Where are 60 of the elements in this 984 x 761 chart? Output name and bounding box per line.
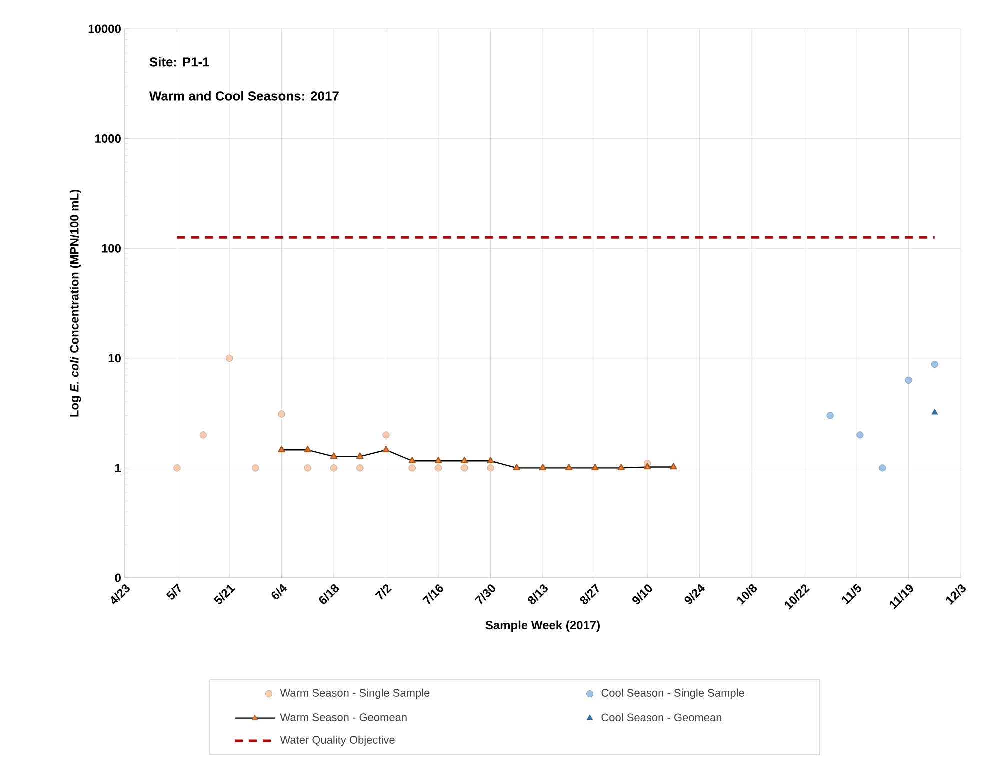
x-axis-title: Sample Week (2017) xyxy=(486,620,600,632)
point xyxy=(932,409,938,415)
y-tick-label: 1000 xyxy=(96,134,121,144)
point xyxy=(330,464,338,472)
y-tick-label: 0 xyxy=(115,574,121,582)
x-tick-label: 5/21 xyxy=(214,584,236,604)
x-tick-label: 9/10 xyxy=(632,584,652,604)
annotation: Site: P1-1 xyxy=(150,57,210,67)
point xyxy=(513,464,521,471)
point xyxy=(408,457,416,464)
x-tick-label: 4/23 xyxy=(111,584,130,604)
point xyxy=(435,464,442,472)
point xyxy=(278,446,286,453)
legend-label: Water Quality Objective xyxy=(280,736,395,746)
point xyxy=(670,463,678,470)
x-tick-label: 6/4 xyxy=(272,584,288,600)
y-axis-title: Log E. coli Concentration (MPN/100 mL) xyxy=(70,190,82,417)
point xyxy=(644,463,652,470)
point xyxy=(461,457,468,464)
point xyxy=(618,464,626,471)
legend-label: Warm Season - Single Sample xyxy=(280,688,430,700)
point xyxy=(826,412,834,420)
point xyxy=(382,432,390,439)
point xyxy=(330,452,338,460)
x-tick-label: 7/30 xyxy=(474,584,496,604)
x-tick-label: 7/2 xyxy=(375,584,392,600)
point xyxy=(304,446,312,453)
point xyxy=(382,446,390,453)
point xyxy=(905,376,912,384)
point xyxy=(200,432,207,439)
y-tick-label: 100 xyxy=(102,244,121,253)
point xyxy=(278,410,286,418)
legend-label: Cool Season - Single Sample xyxy=(602,688,744,700)
point xyxy=(434,457,442,464)
point xyxy=(592,464,599,471)
point xyxy=(856,432,864,439)
point xyxy=(461,464,468,472)
point xyxy=(356,464,364,472)
x-tick-label: 8/13 xyxy=(528,584,548,604)
point xyxy=(408,464,416,472)
point xyxy=(566,464,573,471)
point xyxy=(931,360,938,368)
point xyxy=(304,464,312,472)
point xyxy=(487,457,494,464)
point xyxy=(539,464,547,471)
point xyxy=(226,354,234,362)
annotation: Warm and Cool Seasons: 2017 xyxy=(149,91,339,101)
point xyxy=(487,464,494,472)
point xyxy=(879,464,886,472)
point xyxy=(174,464,181,472)
legend-label: Cool Season - Geomean xyxy=(602,713,722,722)
x-tick-label: 5/7 xyxy=(166,584,182,600)
legend-label: Warm Season - Geomean xyxy=(280,714,407,722)
y-tick-label: 10000 xyxy=(88,24,121,34)
x-tick-label: 7/16 xyxy=(422,584,444,604)
y-tick-label: 10 xyxy=(108,354,121,363)
y-tick-label: 1 xyxy=(116,464,122,472)
point xyxy=(356,452,364,460)
point xyxy=(252,464,260,472)
x-tick-label: 6/18 xyxy=(319,584,339,604)
